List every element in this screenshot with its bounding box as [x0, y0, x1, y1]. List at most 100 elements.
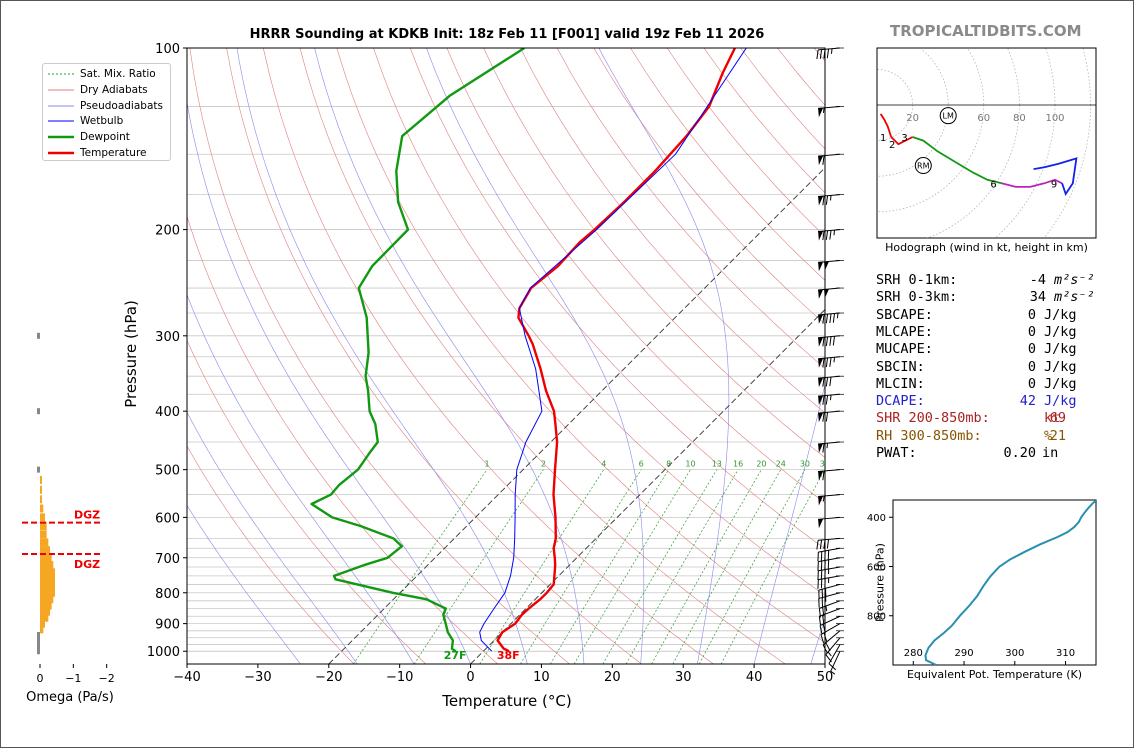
barb-full: [822, 377, 825, 387]
wind-barb: [822, 630, 844, 654]
barb-full: [819, 49, 823, 59]
legend-label: Dry Adiabats: [80, 83, 148, 96]
dry-adiabat-line: [520, 48, 825, 414]
omega-bar: [40, 553, 52, 562]
barb-flag: [824, 261, 829, 271]
mixing-ratio-label: 20: [756, 460, 766, 469]
omega-tick-label: 0: [37, 672, 44, 685]
mixing-ratio-line: [353, 469, 488, 664]
barb-flag: [818, 471, 824, 481]
y-tick-label: 800: [155, 587, 180, 602]
legend-item: Pseudoadiabats: [47, 99, 163, 113]
wind-barb: [820, 623, 844, 644]
omega-bar: [40, 607, 50, 616]
index-value: 0.20: [1003, 445, 1036, 461]
barb-full: [825, 642, 831, 652]
dgz-label: DGZ: [74, 509, 100, 522]
index-row: RH 300-850mb: 21%: [876, 428, 1126, 445]
omega-bar: [40, 521, 47, 530]
barb-flag: [818, 443, 824, 453]
barb-shaft: [818, 356, 841, 360]
theta-e-y-axis-label: Pressure (hPa): [873, 543, 887, 622]
omega-bar-neutral: [37, 466, 40, 473]
barb-full: [822, 443, 825, 453]
barb-flag: [824, 289, 829, 299]
omega-bar: [40, 582, 55, 591]
wind-barb: [818, 393, 844, 406]
legend-swatch: [48, 73, 74, 75]
wind-barb: [818, 516, 844, 529]
index-name: RH 300-850mb:: [876, 427, 982, 444]
barb-full: [822, 644, 828, 654]
omega-bar: [40, 495, 42, 504]
mixing-ratio-label: 4: [601, 460, 606, 469]
barb-shaft: [818, 410, 841, 414]
omega-bar-neutral: [37, 648, 40, 655]
omega-bar: [40, 513, 45, 522]
hodograph-panel: 2040608010012369LMRM: [876, 47, 1097, 239]
hodograph-height-label: 1: [880, 133, 886, 144]
wind-barb: [818, 259, 844, 272]
x-tick-label: −10: [386, 670, 413, 685]
x-tick-label: 10: [533, 670, 550, 685]
index-value: 0: [1027, 341, 1036, 358]
omega-bar: [40, 625, 44, 634]
barb-full: [818, 616, 822, 626]
legend-item: Temperature: [47, 146, 147, 160]
mixing-ratio-label: 2: [541, 460, 546, 469]
barb-half: [827, 651, 832, 657]
mixing-ratio-label: 30: [800, 460, 810, 469]
hodograph-trace: [912, 136, 1002, 185]
wind-barb: [817, 575, 844, 589]
pseudoadiabat-line: [236, 48, 528, 664]
dry-adiabat-line: [187, 445, 355, 664]
theta-e-y-tick-label: 400: [867, 513, 886, 524]
x-tick-label: 40: [746, 670, 763, 685]
index-row: MLCAPE: 0 J/kg: [876, 324, 1126, 341]
mixing-ratio-line: [413, 469, 544, 664]
wind-barb: [818, 312, 844, 324]
omega-bar: [40, 538, 49, 547]
index-row: SBCAPE: 0 J/kg: [876, 307, 1126, 324]
hodograph-trace: [1033, 157, 1078, 197]
y-tick-label: 1000: [147, 645, 180, 660]
mixing-ratio-line: [602, 469, 718, 664]
theta-e-x-tick-label: 280: [904, 648, 923, 659]
wind-barb: [816, 537, 844, 550]
wind-barb: [818, 608, 844, 626]
barb-full: [829, 230, 832, 240]
barb-shaft: [818, 557, 841, 563]
hodograph-caption: Hodograph (wind in kt, height in km): [885, 241, 1088, 254]
omega-bar: [40, 619, 45, 628]
index-name: MUCAPE:: [876, 341, 933, 358]
index-value: 34: [1029, 289, 1046, 306]
x-tick-label: 30: [675, 670, 692, 685]
hodograph-height-label: 2: [889, 140, 895, 151]
hodograph-ring-label: 80: [1013, 113, 1026, 124]
barb-flag: [818, 412, 824, 423]
wind-barb: [818, 356, 844, 368]
barb-full: [829, 376, 832, 387]
barb-half: [825, 605, 828, 612]
hodograph-height-label: 9: [1051, 179, 1057, 190]
barb-full: [822, 358, 825, 368]
dry-adiabat-line: [336, 48, 825, 643]
index-row: SHR 200-850mb: 69 kt: [876, 410, 1126, 427]
barb-shaft: [822, 630, 841, 646]
index-row: SRH 0-1km: -4 m²s⁻²: [876, 272, 1126, 289]
barb-full: [826, 539, 830, 549]
barb-full: [823, 632, 828, 642]
mixing-ratio-line: [625, 469, 739, 664]
index-name: SBCAPE:: [876, 306, 933, 323]
y-tick-label: 200: [155, 224, 180, 239]
barb-full: [825, 314, 829, 324]
barb-full: [822, 195, 825, 206]
theta-e-line: [924, 500, 1096, 665]
barb-full: [822, 337, 825, 347]
index-unit: m²s⁻²: [1054, 289, 1095, 306]
y-tick-label: 300: [155, 330, 180, 345]
omega-bar: [40, 601, 52, 610]
barb-full: [832, 336, 836, 346]
wind-barb: [818, 583, 844, 600]
storm-motion-label: RM: [917, 162, 930, 171]
